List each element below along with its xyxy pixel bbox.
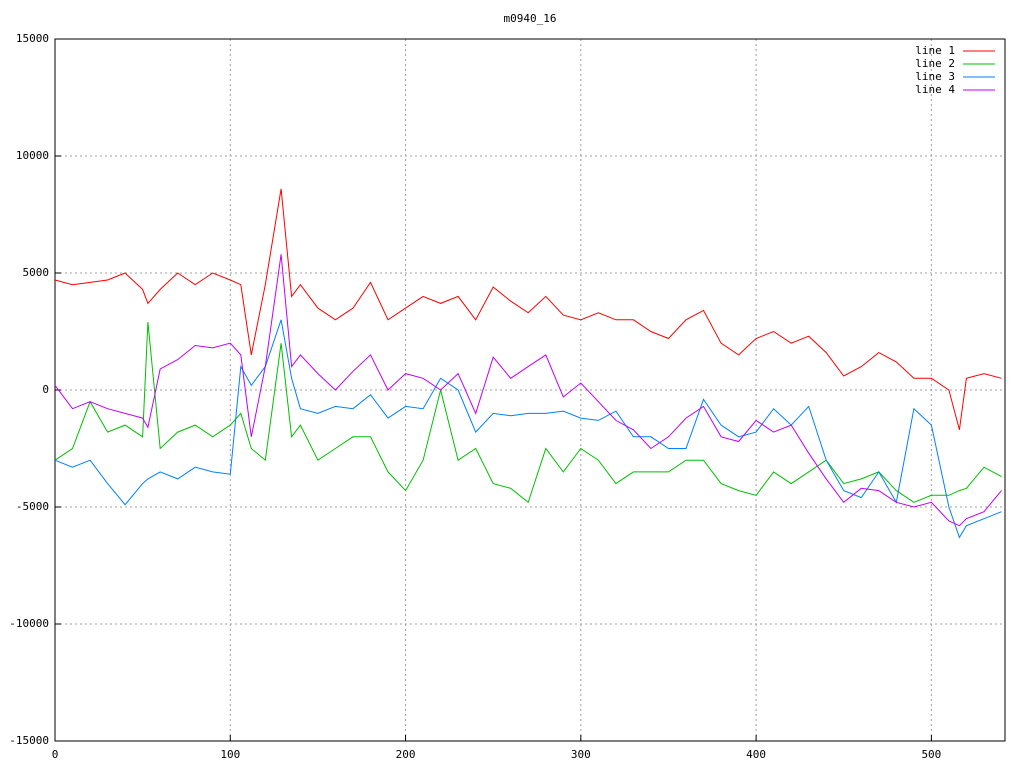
y-tick-label: 0 xyxy=(42,383,49,396)
x-tick-label: 200 xyxy=(396,748,416,761)
legend-label: line 1 xyxy=(915,44,955,57)
data-line xyxy=(54,188,1002,430)
plot-frame xyxy=(54,38,1006,742)
x-tick-label: 500 xyxy=(921,748,941,761)
y-tick-label: -15000 xyxy=(9,734,49,747)
legend-label: line 2 xyxy=(915,57,955,70)
y-tick-label: 5000 xyxy=(23,266,50,279)
data-line xyxy=(54,319,1002,539)
data-line xyxy=(54,322,1002,504)
x-tick-label: 0 xyxy=(52,748,59,761)
x-tick-label: 300 xyxy=(571,748,591,761)
chart-title: m0940_16 xyxy=(504,12,557,25)
legend-label: line 4 xyxy=(915,83,955,96)
data-line xyxy=(54,254,1002,527)
y-tick-label: -10000 xyxy=(9,617,49,630)
x-tick-label: 100 xyxy=(220,748,240,761)
x-tick-label: 400 xyxy=(746,748,766,761)
y-tick-label: 15000 xyxy=(16,32,49,45)
y-tick-label: -5000 xyxy=(16,500,49,513)
legend-label: line 3 xyxy=(915,70,955,83)
y-tick-label: 10000 xyxy=(16,149,49,162)
